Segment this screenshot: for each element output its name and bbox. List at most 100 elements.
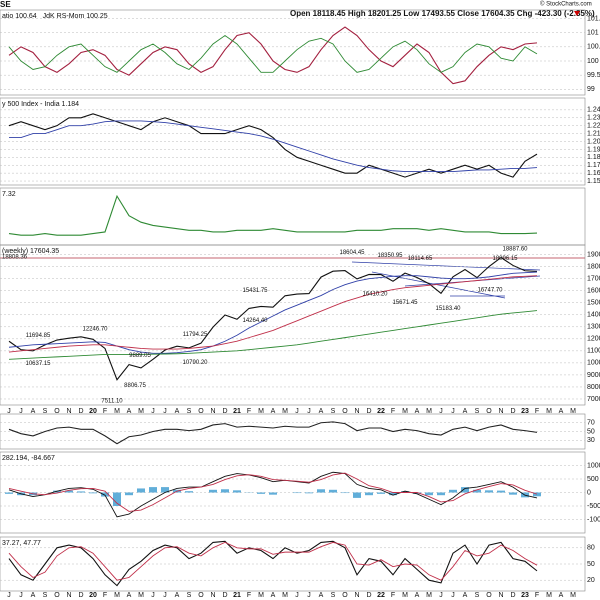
x-tick-label: D bbox=[78, 408, 83, 415]
y-tick-label: 10000 bbox=[587, 360, 600, 367]
x-tick-label: S bbox=[187, 408, 192, 415]
x-tick-label: S bbox=[331, 408, 336, 415]
x-tick-label: A bbox=[127, 592, 132, 599]
y-tick-label: 101.5 bbox=[587, 15, 600, 22]
histogram-bar bbox=[149, 487, 157, 493]
y-tick-label: 0 bbox=[587, 489, 591, 496]
x-tick-label: J bbox=[7, 592, 11, 599]
histogram-bar bbox=[77, 491, 85, 493]
x-tick-label: 22 bbox=[377, 408, 385, 415]
x-tick-label: A bbox=[271, 408, 276, 415]
y-tick-label: 80 bbox=[587, 545, 595, 552]
price-annotation: 11694.85 bbox=[26, 333, 51, 339]
histogram-bar bbox=[305, 492, 313, 494]
x-tick-label: D bbox=[510, 408, 515, 415]
price-annotation: 18604.45 bbox=[339, 250, 365, 256]
y-tick-label: 99 bbox=[587, 86, 595, 93]
histogram-bar bbox=[233, 490, 241, 493]
panel-frame bbox=[0, 244, 586, 406]
y-tick-label: 100 bbox=[587, 58, 599, 65]
x-tick-label: M bbox=[402, 592, 408, 599]
x-tick-label: N bbox=[210, 592, 215, 599]
x-tick-label: J bbox=[19, 408, 23, 415]
x-tick-label: J bbox=[295, 592, 299, 599]
price-annotation: 16747.70 bbox=[477, 287, 503, 293]
x-tick-label: O bbox=[198, 408, 204, 415]
x-tick-label: S bbox=[43, 408, 48, 415]
series-line bbox=[8, 421, 538, 445]
y-tick-label: 1.15 bbox=[587, 178, 600, 185]
y-tick-label: 7000 bbox=[587, 396, 600, 403]
x-tick-label: D bbox=[222, 408, 227, 415]
histogram-bar bbox=[389, 492, 397, 496]
price-annotation: 18350.95 bbox=[377, 253, 403, 259]
x-tick-label: A bbox=[271, 592, 276, 599]
x-tick-label: 23 bbox=[521, 408, 529, 415]
price-annotation: 18887.60 bbox=[502, 247, 528, 253]
y-tick-label: 14000 bbox=[587, 312, 600, 319]
x-tick-label: D bbox=[366, 408, 371, 415]
histogram-bar bbox=[101, 492, 109, 497]
panel-frame bbox=[0, 9, 586, 96]
x-tick-label: S bbox=[43, 592, 48, 599]
price-annotation: 16410.20 bbox=[362, 291, 388, 297]
price-annotation: 18114.65 bbox=[408, 256, 433, 262]
x-tick-label: J bbox=[163, 408, 167, 415]
histogram-bar bbox=[401, 491, 409, 493]
x-tick-label: J bbox=[151, 592, 155, 599]
y-tick-label: 1.24 bbox=[587, 107, 600, 114]
series-line bbox=[8, 26, 538, 85]
x-tick-label: M bbox=[546, 592, 552, 599]
x-tick-label: M bbox=[138, 592, 144, 599]
x-tick-label: O bbox=[54, 592, 60, 599]
series-line bbox=[8, 256, 538, 381]
y-tick-label: 1.23 bbox=[587, 115, 600, 122]
y-tick-label: 50 bbox=[587, 428, 595, 435]
x-tick-label: J bbox=[307, 408, 311, 415]
price-annotation: 15431.75 bbox=[242, 288, 268, 294]
x-tick-label: M bbox=[282, 408, 288, 415]
down-arrow bbox=[574, 11, 580, 16]
y-tick-label: 1.19 bbox=[587, 146, 600, 153]
x-tick-label: 21 bbox=[233, 592, 241, 599]
price-annotation: 11794.25 bbox=[183, 332, 208, 338]
y-tick-label: 1.18 bbox=[587, 154, 600, 161]
x-tick-label: J bbox=[439, 408, 443, 415]
histogram-bar bbox=[329, 489, 337, 493]
histogram-bar bbox=[437, 492, 445, 496]
x-tick-label: F bbox=[247, 592, 251, 599]
panel-legend: 282.194, -84.667 bbox=[2, 455, 55, 462]
x-tick-label: M bbox=[546, 408, 552, 415]
x-tick-label: O bbox=[486, 408, 492, 415]
x-tick-label: J bbox=[451, 592, 455, 599]
y-tick-label: 99.5 bbox=[587, 72, 600, 79]
y-tick-label: 12000 bbox=[587, 336, 600, 343]
y-tick-label: 8000 bbox=[587, 384, 600, 391]
histogram-bar bbox=[209, 489, 217, 493]
y-tick-label: 1000 bbox=[587, 462, 600, 469]
price-annotation: 7511.10 bbox=[101, 398, 123, 404]
series-line bbox=[8, 472, 538, 512]
price-annotation: 15183.40 bbox=[435, 306, 461, 312]
x-tick-label: J bbox=[451, 408, 455, 415]
histogram-bar bbox=[485, 490, 493, 493]
histogram-bar bbox=[461, 487, 469, 493]
x-tick-label: M bbox=[258, 592, 264, 599]
series-line bbox=[8, 194, 538, 236]
x-tick-label: S bbox=[475, 592, 480, 599]
x-tick-label: N bbox=[354, 408, 359, 415]
x-tick-label: M bbox=[114, 592, 120, 599]
x-tick-label: N bbox=[66, 592, 71, 599]
x-tick-label: O bbox=[198, 592, 204, 599]
price-annotation: 18808.36 bbox=[2, 255, 28, 261]
y-tick-label: 1.17 bbox=[587, 162, 600, 169]
x-tick-label: F bbox=[103, 408, 107, 415]
x-tick-label: O bbox=[486, 592, 492, 599]
histogram-bar bbox=[509, 492, 517, 495]
x-tick-label: N bbox=[498, 592, 503, 599]
x-tick-label: O bbox=[342, 592, 348, 599]
y-tick-label: -1000 bbox=[587, 516, 600, 523]
x-tick-label: 20 bbox=[89, 592, 97, 599]
x-tick-label: F bbox=[391, 592, 395, 599]
x-tick-label: D bbox=[78, 592, 83, 599]
